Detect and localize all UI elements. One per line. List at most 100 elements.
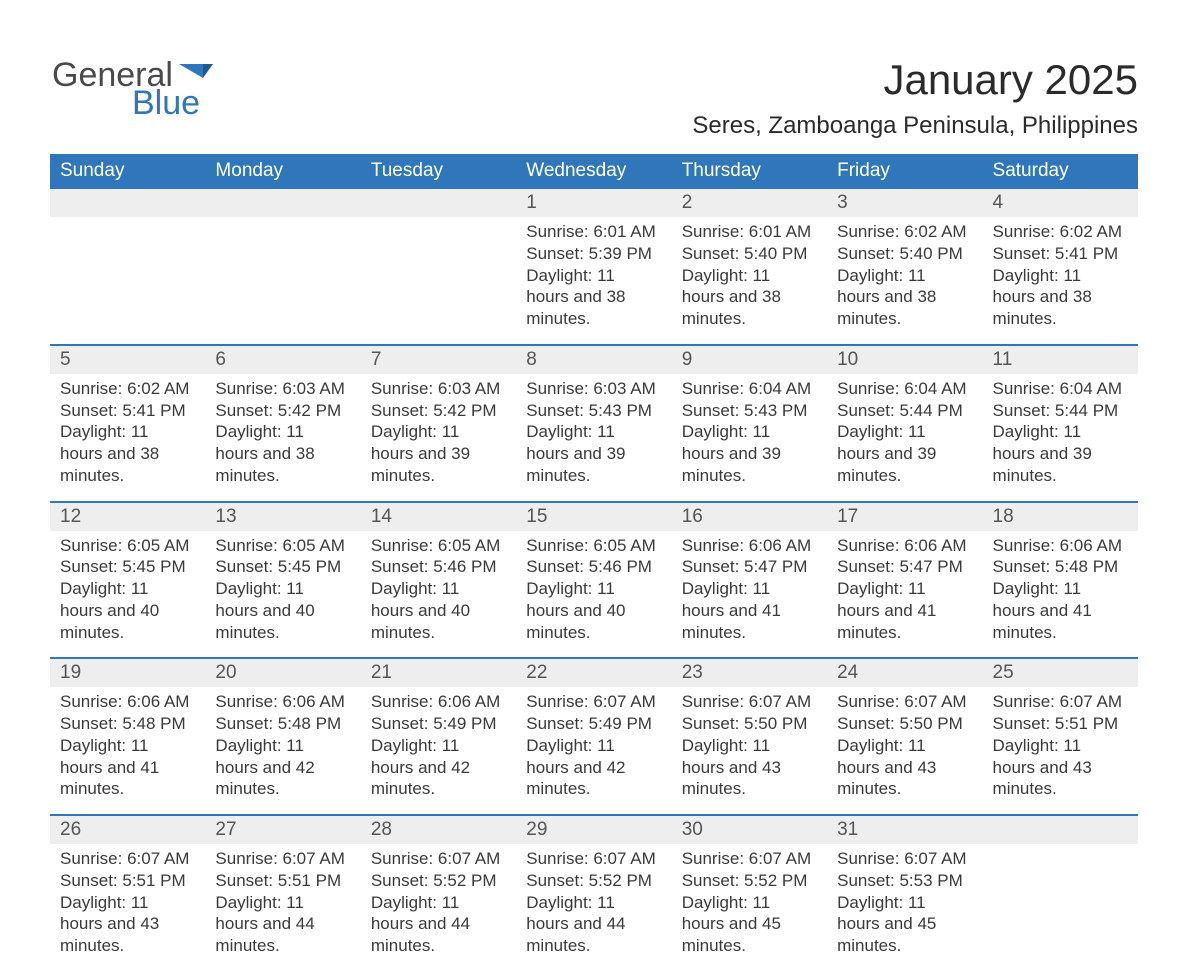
daylight-text: Daylight: 11 hours and 43 minutes. xyxy=(993,735,1128,800)
day-number: 7 xyxy=(361,346,516,374)
calendar-day: 24Sunrise: 6:07 AMSunset: 5:50 PMDayligh… xyxy=(827,659,982,814)
calendar-day: 25Sunrise: 6:07 AMSunset: 5:51 PMDayligh… xyxy=(983,659,1138,814)
sunset-text: Sunset: 5:51 PM xyxy=(60,870,195,892)
day-number: 21 xyxy=(361,659,516,687)
daylight-text: Daylight: 11 hours and 41 minutes. xyxy=(60,735,195,800)
day-details: Sunrise: 6:05 AMSunset: 5:45 PMDaylight:… xyxy=(50,531,205,644)
day-details: Sunrise: 6:05 AMSunset: 5:46 PMDaylight:… xyxy=(361,531,516,644)
sunset-text: Sunset: 5:46 PM xyxy=(371,556,506,578)
weekday-header: Saturday xyxy=(983,154,1138,189)
calendar-day: 31Sunrise: 6:07 AMSunset: 5:53 PMDayligh… xyxy=(827,816,982,971)
day-number: 16 xyxy=(672,503,827,531)
sunrise-text: Sunrise: 6:07 AM xyxy=(526,691,661,713)
sunrise-text: Sunrise: 6:04 AM xyxy=(993,378,1128,400)
day-details: Sunrise: 6:07 AMSunset: 5:52 PMDaylight:… xyxy=(516,844,671,957)
sunrise-text: Sunrise: 6:07 AM xyxy=(60,848,195,870)
daylight-text: Daylight: 11 hours and 39 minutes. xyxy=(371,421,506,486)
day-details: Sunrise: 6:03 AMSunset: 5:42 PMDaylight:… xyxy=(361,374,516,487)
sunrise-text: Sunrise: 6:03 AM xyxy=(371,378,506,400)
day-details: Sunrise: 6:04 AMSunset: 5:43 PMDaylight:… xyxy=(672,374,827,487)
day-number: 3 xyxy=(827,189,982,217)
day-number: 24 xyxy=(827,659,982,687)
sunset-text: Sunset: 5:44 PM xyxy=(837,400,972,422)
day-number: 27 xyxy=(205,816,360,844)
day-details: Sunrise: 6:01 AMSunset: 5:39 PMDaylight:… xyxy=(516,217,671,330)
calendar-day: 5Sunrise: 6:02 AMSunset: 5:41 PMDaylight… xyxy=(50,346,205,501)
sunset-text: Sunset: 5:52 PM xyxy=(371,870,506,892)
sunrise-text: Sunrise: 6:02 AM xyxy=(837,221,972,243)
daylight-text: Daylight: 11 hours and 38 minutes. xyxy=(682,265,817,330)
sunset-text: Sunset: 5:53 PM xyxy=(837,870,972,892)
calendar-page: General Blue January 2025 Seres, Zamboan… xyxy=(0,0,1188,918)
day-number: 13 xyxy=(205,503,360,531)
day-details: Sunrise: 6:06 AMSunset: 5:48 PMDaylight:… xyxy=(983,531,1138,644)
day-number: 26 xyxy=(50,816,205,844)
day-details: Sunrise: 6:01 AMSunset: 5:40 PMDaylight:… xyxy=(672,217,827,330)
daylight-text: Daylight: 11 hours and 41 minutes. xyxy=(682,578,817,643)
month-title: January 2025 xyxy=(50,56,1138,104)
brand-logo: General Blue xyxy=(52,58,213,120)
daylight-text: Daylight: 11 hours and 40 minutes. xyxy=(526,578,661,643)
calendar-day xyxy=(361,189,516,344)
sunset-text: Sunset: 5:42 PM xyxy=(371,400,506,422)
sunrise-text: Sunrise: 6:06 AM xyxy=(682,535,817,557)
day-details: Sunrise: 6:07 AMSunset: 5:51 PMDaylight:… xyxy=(983,687,1138,800)
daylight-text: Daylight: 11 hours and 39 minutes. xyxy=(526,421,661,486)
calendar-day: 13Sunrise: 6:05 AMSunset: 5:45 PMDayligh… xyxy=(205,503,360,658)
calendar-day: 12Sunrise: 6:05 AMSunset: 5:45 PMDayligh… xyxy=(50,503,205,658)
day-details: Sunrise: 6:04 AMSunset: 5:44 PMDaylight:… xyxy=(983,374,1138,487)
day-details: Sunrise: 6:07 AMSunset: 5:53 PMDaylight:… xyxy=(827,844,982,957)
day-details: Sunrise: 6:07 AMSunset: 5:51 PMDaylight:… xyxy=(50,844,205,957)
day-number xyxy=(983,816,1138,844)
sunrise-text: Sunrise: 6:05 AM xyxy=(526,535,661,557)
calendar-day: 3Sunrise: 6:02 AMSunset: 5:40 PMDaylight… xyxy=(827,189,982,344)
sunrise-text: Sunrise: 6:04 AM xyxy=(837,378,972,400)
sunset-text: Sunset: 5:47 PM xyxy=(682,556,817,578)
day-number: 18 xyxy=(983,503,1138,531)
daylight-text: Daylight: 11 hours and 38 minutes. xyxy=(215,421,350,486)
calendar-week: 1Sunrise: 6:01 AMSunset: 5:39 PMDaylight… xyxy=(50,189,1138,344)
daylight-text: Daylight: 11 hours and 41 minutes. xyxy=(837,578,972,643)
day-details: Sunrise: 6:05 AMSunset: 5:45 PMDaylight:… xyxy=(205,531,360,644)
sunset-text: Sunset: 5:52 PM xyxy=(526,870,661,892)
day-number: 23 xyxy=(672,659,827,687)
day-number: 1 xyxy=(516,189,671,217)
day-number: 15 xyxy=(516,503,671,531)
day-number: 25 xyxy=(983,659,1138,687)
sunset-text: Sunset: 5:47 PM xyxy=(837,556,972,578)
sunrise-text: Sunrise: 6:07 AM xyxy=(371,848,506,870)
calendar-day: 18Sunrise: 6:06 AMSunset: 5:48 PMDayligh… xyxy=(983,503,1138,658)
sunset-text: Sunset: 5:49 PM xyxy=(371,713,506,735)
sunrise-text: Sunrise: 6:02 AM xyxy=(60,378,195,400)
sunrise-text: Sunrise: 6:07 AM xyxy=(837,691,972,713)
calendar-day: 6Sunrise: 6:03 AMSunset: 5:42 PMDaylight… xyxy=(205,346,360,501)
sunrise-text: Sunrise: 6:07 AM xyxy=(993,691,1128,713)
sunset-text: Sunset: 5:51 PM xyxy=(993,713,1128,735)
sunset-text: Sunset: 5:43 PM xyxy=(526,400,661,422)
calendar-week: 19Sunrise: 6:06 AMSunset: 5:48 PMDayligh… xyxy=(50,657,1138,814)
sunrise-text: Sunrise: 6:07 AM xyxy=(682,691,817,713)
day-number: 29 xyxy=(516,816,671,844)
calendar-day: 29Sunrise: 6:07 AMSunset: 5:52 PMDayligh… xyxy=(516,816,671,971)
sunset-text: Sunset: 5:45 PM xyxy=(215,556,350,578)
daylight-text: Daylight: 11 hours and 38 minutes. xyxy=(837,265,972,330)
sunset-text: Sunset: 5:49 PM xyxy=(526,713,661,735)
daylight-text: Daylight: 11 hours and 40 minutes. xyxy=(371,578,506,643)
calendar-day: 19Sunrise: 6:06 AMSunset: 5:48 PMDayligh… xyxy=(50,659,205,814)
day-number: 9 xyxy=(672,346,827,374)
calendar-day: 11Sunrise: 6:04 AMSunset: 5:44 PMDayligh… xyxy=(983,346,1138,501)
daylight-text: Daylight: 11 hours and 39 minutes. xyxy=(993,421,1128,486)
calendar-grid: SundayMondayTuesdayWednesdayThursdayFrid… xyxy=(50,154,1138,971)
day-number: 17 xyxy=(827,503,982,531)
daylight-text: Daylight: 11 hours and 43 minutes. xyxy=(682,735,817,800)
day-details: Sunrise: 6:05 AMSunset: 5:46 PMDaylight:… xyxy=(516,531,671,644)
sunrise-text: Sunrise: 6:05 AM xyxy=(60,535,195,557)
calendar-day xyxy=(50,189,205,344)
daylight-text: Daylight: 11 hours and 43 minutes. xyxy=(837,735,972,800)
calendar-day: 8Sunrise: 6:03 AMSunset: 5:43 PMDaylight… xyxy=(516,346,671,501)
location-subtitle: Seres, Zamboanga Peninsula, Philippines xyxy=(50,112,1138,140)
day-number xyxy=(50,189,205,217)
weekday-header: Wednesday xyxy=(516,154,671,189)
calendar-day: 10Sunrise: 6:04 AMSunset: 5:44 PMDayligh… xyxy=(827,346,982,501)
calendar-day: 16 Sunrise: 6:06 AMSunset: 5:47 PMDayligh… xyxy=(672,503,827,658)
